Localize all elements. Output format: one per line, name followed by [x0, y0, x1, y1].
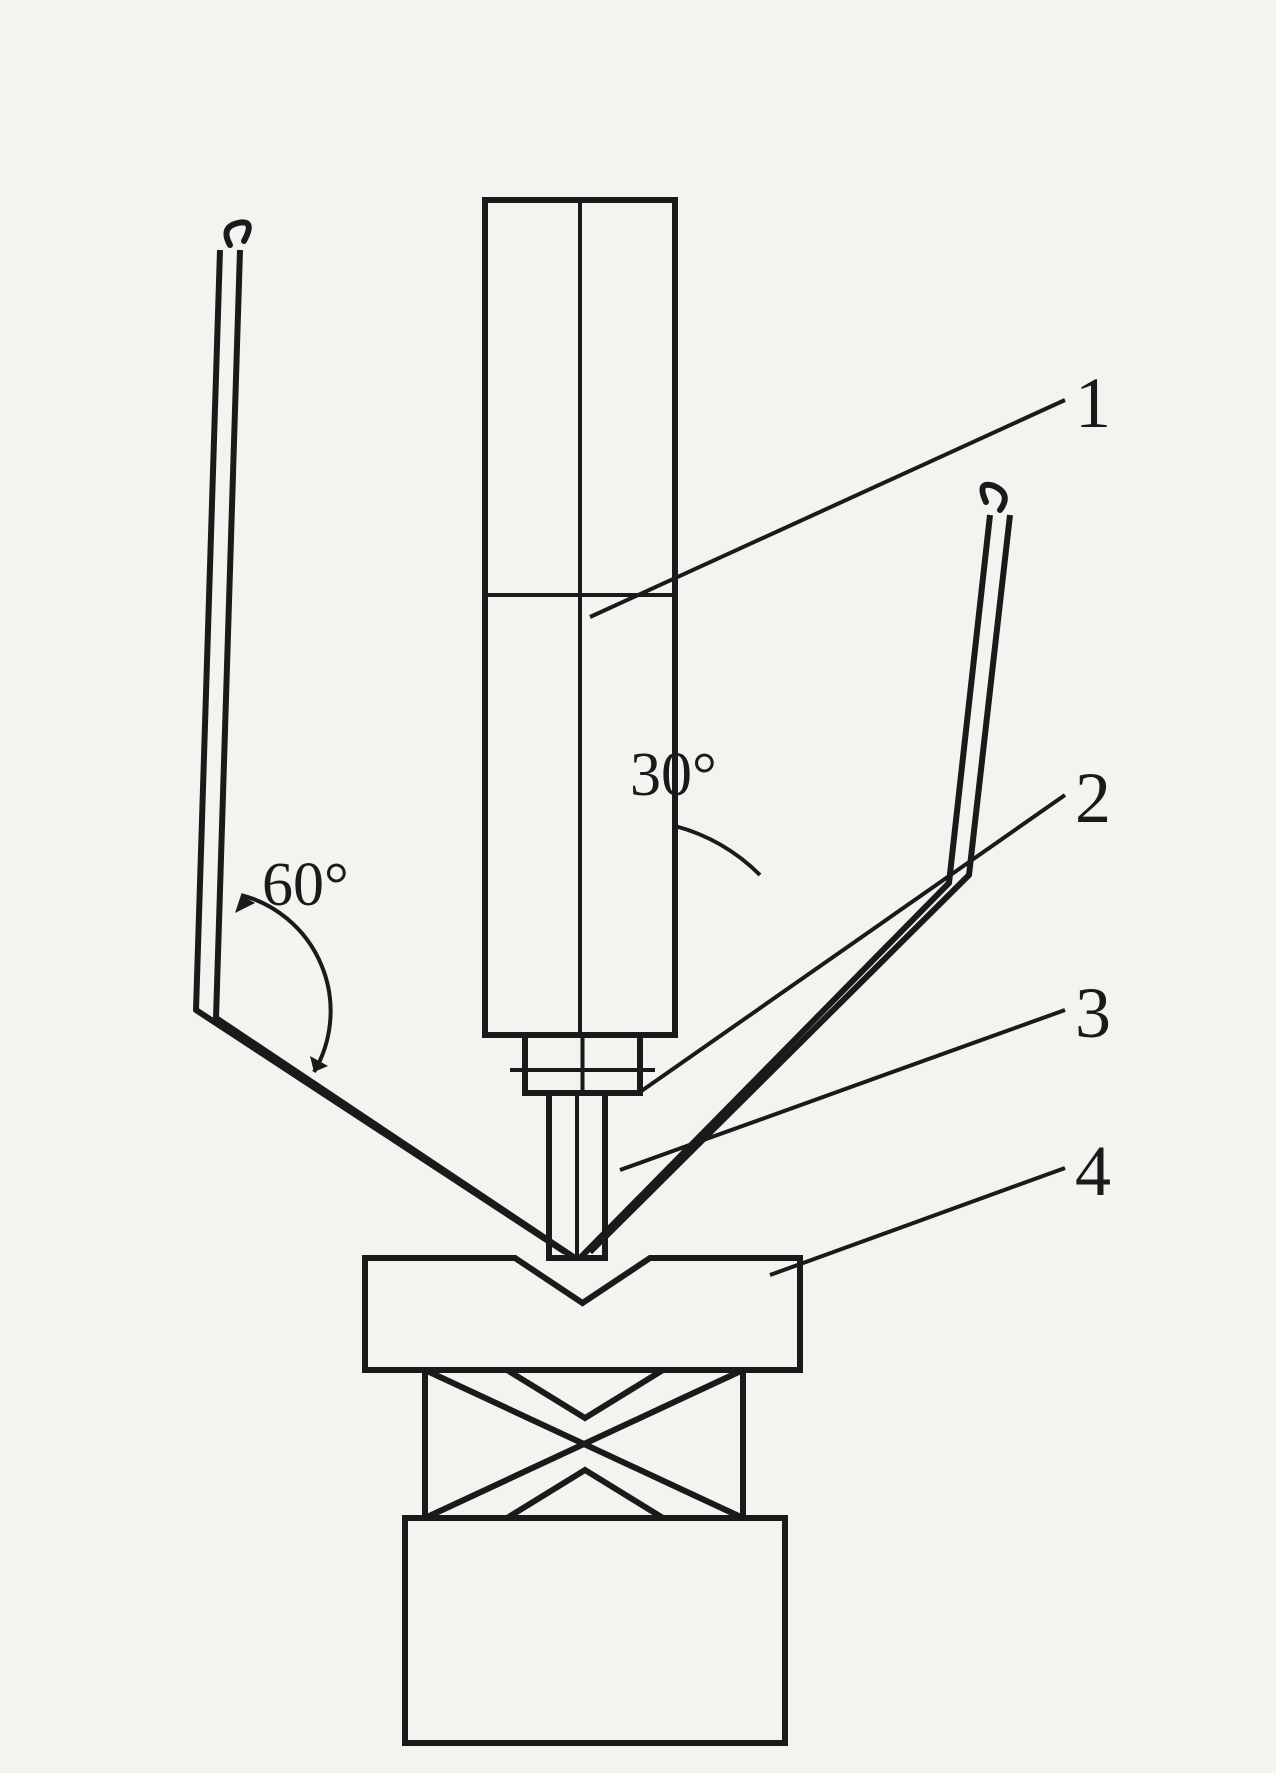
diagram-svg — [0, 0, 1276, 1773]
angle-label-60: 60° — [262, 850, 349, 921]
callout-label-3: 3 — [1075, 972, 1111, 1055]
callout-label-1: 1 — [1075, 362, 1111, 445]
angle-label-30: 30° — [630, 740, 717, 811]
callout-label-4: 4 — [1075, 1130, 1111, 1213]
callout-label-2: 2 — [1075, 757, 1111, 840]
technical-diagram — [0, 0, 1276, 1773]
